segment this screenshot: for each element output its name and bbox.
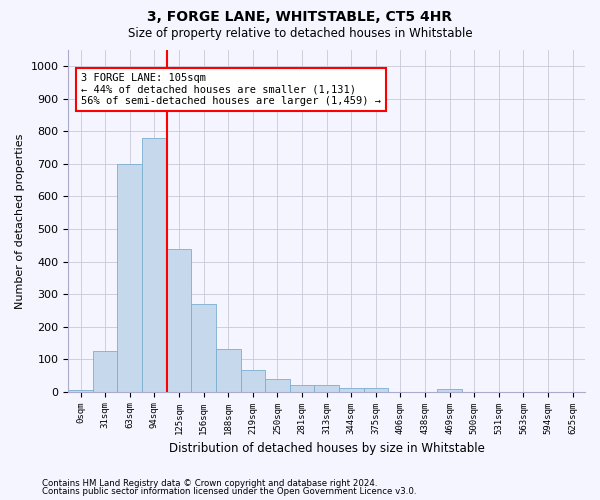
Text: Contains public sector information licensed under the Open Government Licence v3: Contains public sector information licen… [42, 487, 416, 496]
Text: 3, FORGE LANE, WHITSTABLE, CT5 4HR: 3, FORGE LANE, WHITSTABLE, CT5 4HR [148, 10, 452, 24]
Bar [167, 248, 191, 392]
Bar [93, 351, 118, 392]
Bar [241, 370, 265, 392]
Bar [142, 138, 167, 392]
Y-axis label: Number of detached properties: Number of detached properties [15, 133, 25, 308]
Text: Contains HM Land Registry data © Crown copyright and database right 2024.: Contains HM Land Registry data © Crown c… [42, 478, 377, 488]
Bar [265, 380, 290, 392]
Bar [314, 385, 339, 392]
Bar [290, 385, 314, 392]
Bar [118, 164, 142, 392]
Bar [216, 350, 241, 392]
Bar [191, 304, 216, 392]
Bar [339, 388, 364, 392]
Text: Size of property relative to detached houses in Whitstable: Size of property relative to detached ho… [128, 28, 472, 40]
Bar [68, 390, 93, 392]
Text: 3 FORGE LANE: 105sqm
← 44% of detached houses are smaller (1,131)
56% of semi-de: 3 FORGE LANE: 105sqm ← 44% of detached h… [81, 73, 381, 106]
Bar [364, 388, 388, 392]
Bar [437, 390, 462, 392]
X-axis label: Distribution of detached houses by size in Whitstable: Distribution of detached houses by size … [169, 442, 485, 455]
